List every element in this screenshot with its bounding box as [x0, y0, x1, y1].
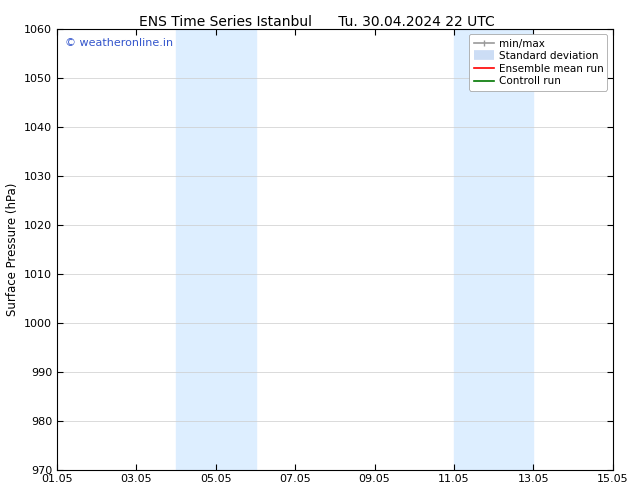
Y-axis label: Surface Pressure (hPa): Surface Pressure (hPa) [6, 183, 18, 317]
Text: ENS Time Series Istanbul      Tu. 30.04.2024 22 UTC: ENS Time Series Istanbul Tu. 30.04.2024 … [139, 15, 495, 29]
Legend: min/max, Standard deviation, Ensemble mean run, Controll run: min/max, Standard deviation, Ensemble me… [469, 34, 607, 91]
Text: © weatheronline.in: © weatheronline.in [65, 38, 174, 48]
Bar [454, 29, 533, 470]
Bar [176, 29, 256, 470]
